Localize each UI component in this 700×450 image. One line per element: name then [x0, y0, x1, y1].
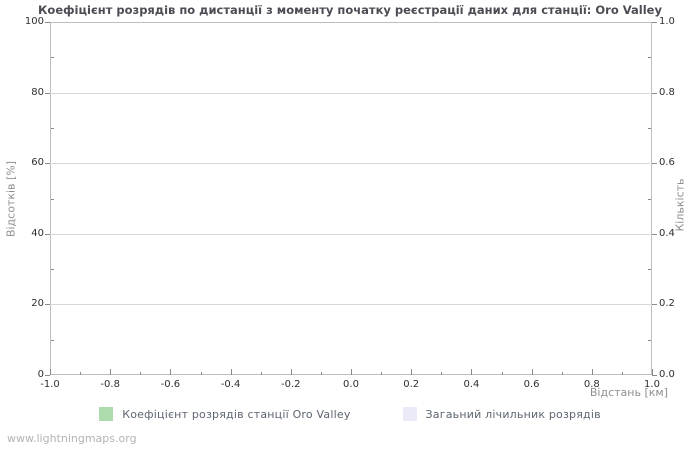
tick-mark — [652, 92, 657, 94]
tick-mark — [652, 233, 657, 235]
tick-mark — [652, 304, 657, 306]
tick-label: 0.6 — [523, 379, 540, 390]
legend-item-station-ratio: Коефіцієнт розрядів станції Oro Valley — [99, 407, 350, 421]
y-axis-label-left: Відсотків [%] — [4, 160, 18, 238]
tick-label: -0.4 — [220, 379, 241, 390]
tick-label: 1.0 — [659, 16, 675, 27]
tick-label: -1.0 — [40, 379, 60, 390]
tick-label: -0.2 — [281, 379, 301, 390]
tick-mark — [652, 22, 657, 23]
legend-swatch-station-ratio — [99, 407, 114, 421]
tick-mark — [652, 163, 657, 165]
tick-label: 0.4 — [463, 379, 480, 390]
legend-label-total-counter: Загаьний лічильник розрядів — [425, 407, 601, 421]
tick-label: -0.8 — [100, 379, 120, 390]
legend-swatch-total-counter — [402, 407, 417, 421]
legend-item-total-counter: Загаьний лічильник розрядів — [402, 407, 601, 421]
tick-mark — [652, 369, 653, 375]
tick-mark — [45, 375, 50, 376]
tick-label: 20 — [31, 298, 44, 310]
plot-area — [50, 22, 652, 375]
tick-label: 0.0 — [659, 369, 675, 380]
tick-label: -0.6 — [160, 379, 181, 390]
watermark-link[interactable]: www.lightningmaps.org — [7, 432, 137, 445]
legend-label-station-ratio: Коефіцієнт розрядів станції Oro Valley — [122, 407, 351, 421]
tick-label: 0.2 — [403, 379, 420, 390]
tick-label: 80 — [31, 86, 44, 98]
tick-label: 0.0 — [343, 379, 359, 390]
legend: Коефіцієнт розрядів станції Oro Valley З… — [0, 407, 700, 421]
tick-label: 100 — [24, 16, 44, 27]
chart-title: Коефіцієнт розрядів по дистанції з момен… — [38, 3, 662, 17]
y-axis-label-right: Кількість — [673, 178, 687, 232]
x-axis-label: Відстань [км] — [589, 386, 668, 399]
tick-label: 0.2 — [659, 298, 675, 310]
tick-label: 0.8 — [659, 86, 675, 98]
tick-label: 0 — [37, 369, 44, 380]
tick-mark — [652, 375, 657, 376]
tick-label: 0.6 — [659, 157, 675, 169]
